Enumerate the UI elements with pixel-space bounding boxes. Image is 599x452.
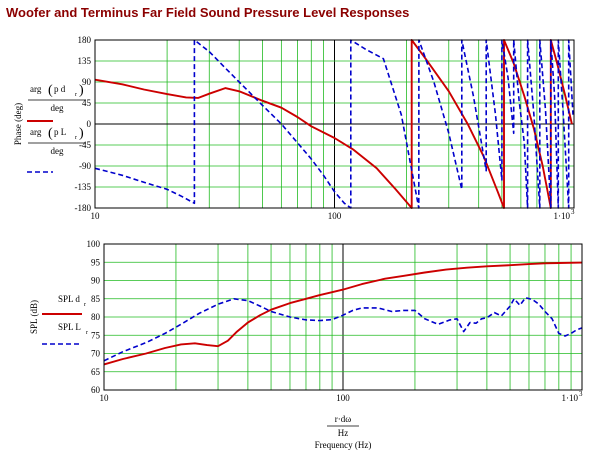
panel1-series-2-line: [94, 39, 574, 209]
panel2-y-tick-label: 100: [87, 239, 101, 249]
legend1-series1-den: deg: [51, 103, 64, 113]
panel1-y-tick-label: 90: [82, 77, 92, 87]
x-axis-label-numerator: r·dω: [335, 414, 351, 424]
legend1-series2-den: deg: [51, 146, 64, 156]
panel1-y-tick-label: 180: [78, 35, 92, 45]
panel2-y-tick-label: 60: [91, 385, 101, 395]
legend2-series2-sub: r: [86, 330, 88, 336]
panel1-y-tick-label: 45: [82, 98, 92, 108]
legend1-series2-num-sub: r: [75, 135, 77, 141]
panel1-x-tick-exponent: 3: [571, 208, 575, 216]
panel1-y-tick-label: 135: [78, 56, 92, 66]
legend2-series1-label: SPL d: [58, 294, 80, 304]
panel2-series-2-line: [103, 296, 583, 362]
panel2-y-axis-label: SPL (dB): [29, 300, 39, 334]
x-axis-label-denominator: Hz: [338, 428, 349, 438]
panel1-y-axis-label: Phase (deg): [13, 103, 23, 145]
legend1-series2-num-body: p L: [54, 127, 66, 137]
chart-title: Woofer and Terminus Far Field Sound Pres…: [6, 5, 410, 20]
legend1-series1-paren-close: ): [79, 83, 84, 98]
panel2-y-tick-label: 70: [91, 349, 101, 359]
x-axis-label: Frequency (Hz): [315, 440, 372, 450]
panel2-y-tick-label: 65: [91, 367, 101, 377]
legend1-series2-paren-close: ): [79, 126, 84, 141]
panel2-y-tick-label: 80: [91, 312, 101, 322]
legend1-series2-paren-open: (: [48, 126, 53, 141]
panel2-series-1-line: [103, 261, 583, 366]
panel1-x-tick-label: 10: [91, 211, 101, 221]
panel1-y-tick-label: 0: [87, 119, 92, 129]
legend2-series1-sub: r: [84, 302, 86, 308]
panel2-x-tick-label: 100: [336, 393, 350, 403]
panel1-y-tick-label: -180: [75, 203, 92, 213]
panel1-plot-frame: [94, 39, 575, 209]
panel2-x-tick-label: 10: [100, 393, 110, 403]
panel2-y-tick-label: 90: [91, 276, 101, 286]
legend1-series1-paren-open: (: [48, 83, 53, 98]
panel1-y-tick-label: -90: [79, 161, 91, 171]
legend2-series2-label: SPL L: [58, 322, 81, 332]
panel2-x-tick-label: 1·10: [562, 393, 579, 403]
legend1-series2-num-prefix: arg: [30, 127, 42, 137]
panel2-x-tick-exponent: 3: [579, 390, 583, 398]
panel2-y-tick-label: 95: [91, 257, 101, 267]
panel2-plot-frame: [103, 243, 583, 391]
panel1-x-tick-label: 1·10: [554, 211, 571, 221]
legend1-series1-num-sub: r: [75, 92, 77, 98]
legend1-series1-num-body: p d: [54, 84, 66, 94]
panel1-x-tick-label: 100: [328, 211, 342, 221]
panel1-y-tick-label: -135: [75, 182, 92, 192]
panel2-y-tick-label: 85: [91, 294, 101, 304]
panel1-y-tick-label: -45: [79, 140, 91, 150]
legend1-series1-num-prefix: arg: [30, 84, 42, 94]
panel2-y-tick-label: 75: [91, 330, 101, 340]
